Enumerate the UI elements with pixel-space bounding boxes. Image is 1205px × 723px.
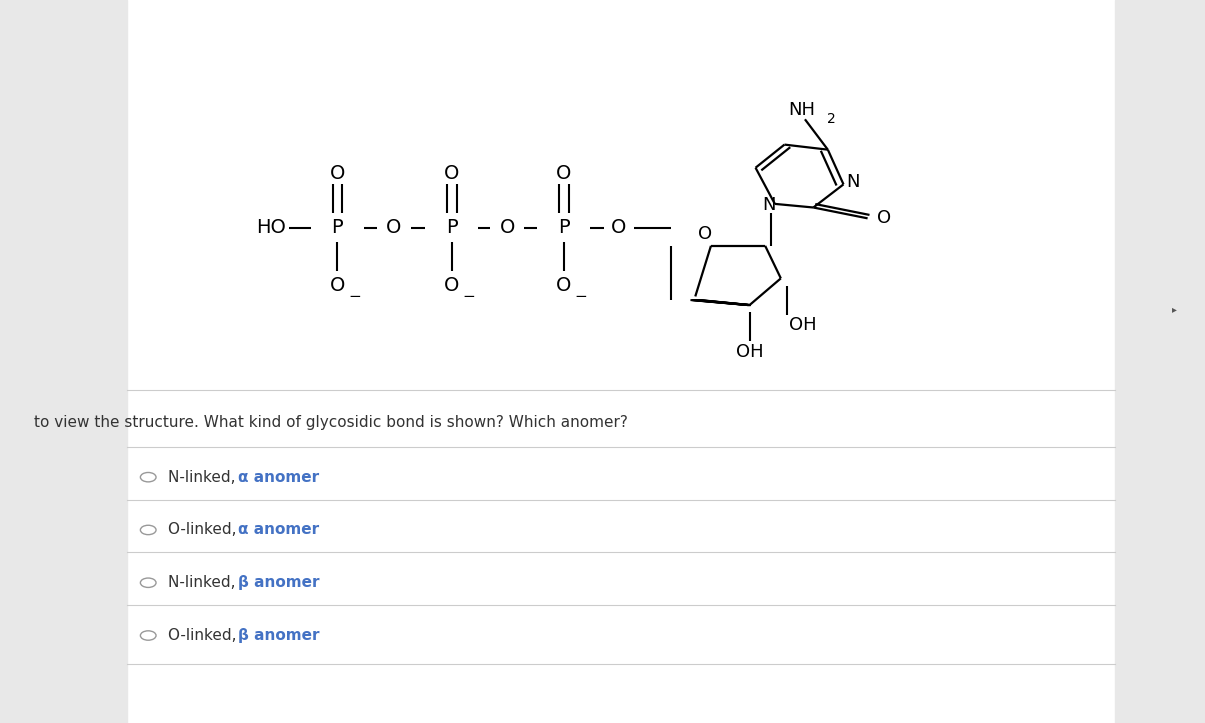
Text: −: − xyxy=(348,289,360,304)
Text: N: N xyxy=(846,174,860,191)
Text: 2: 2 xyxy=(827,112,836,127)
Text: O: O xyxy=(330,276,345,295)
Text: O: O xyxy=(330,164,345,183)
Text: OH: OH xyxy=(736,343,763,361)
Text: −: − xyxy=(575,289,587,304)
Text: α anomer: α anomer xyxy=(239,523,319,537)
Text: O: O xyxy=(557,164,571,183)
Text: β anomer: β anomer xyxy=(239,628,319,643)
Text: P: P xyxy=(446,218,458,237)
Text: O: O xyxy=(611,218,625,237)
Text: O: O xyxy=(698,225,712,242)
Text: −: − xyxy=(463,289,475,304)
Text: N: N xyxy=(762,197,776,214)
Text: O: O xyxy=(500,218,515,237)
Text: β anomer: β anomer xyxy=(239,576,319,590)
Text: O: O xyxy=(387,218,401,237)
Text: O: O xyxy=(557,276,571,295)
Text: NH: NH xyxy=(788,101,815,119)
Text: ▸: ▸ xyxy=(1171,304,1177,315)
Text: N-linked,: N-linked, xyxy=(169,576,241,590)
Text: α anomer: α anomer xyxy=(239,470,319,484)
Text: P: P xyxy=(558,218,570,237)
Text: O-linked,: O-linked, xyxy=(169,523,241,537)
Text: O: O xyxy=(445,164,459,183)
Text: O: O xyxy=(877,210,892,227)
Text: HO: HO xyxy=(257,218,286,237)
Bar xyxy=(1115,0,1205,723)
Text: OH: OH xyxy=(789,317,816,334)
Text: to view the structure. What kind of glycosidic bond is shown? Which anomer?: to view the structure. What kind of glyc… xyxy=(34,416,628,430)
Text: O: O xyxy=(445,276,459,295)
Text: O-linked,: O-linked, xyxy=(169,628,241,643)
Bar xyxy=(0,0,127,723)
Text: N-linked,: N-linked, xyxy=(169,470,241,484)
Text: P: P xyxy=(331,218,343,237)
